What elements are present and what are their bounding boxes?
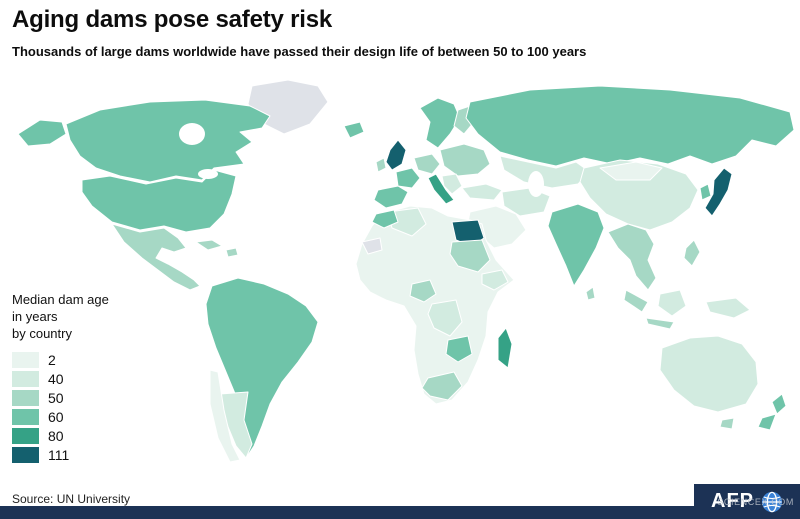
afp-logo: AFP — [694, 484, 800, 519]
legend-row: 80 — [12, 427, 109, 444]
legend-swatch — [12, 351, 39, 368]
legend-row: 50 — [12, 389, 109, 406]
region-uk — [385, 139, 407, 171]
region-russia — [465, 85, 795, 167]
region-sudan — [449, 239, 491, 273]
region-western-sahara — [361, 237, 383, 255]
region-sumatra — [623, 289, 649, 313]
legend-row: 40 — [12, 370, 109, 387]
source-text: Source: UN University — [12, 492, 131, 506]
region-turkey — [461, 183, 503, 201]
region-japan — [704, 167, 733, 217]
region-southeast-asia — [607, 223, 657, 291]
region-australia — [659, 335, 759, 413]
region-south-america — [205, 277, 319, 459]
region-ireland — [375, 157, 387, 173]
legend-swatch — [12, 389, 39, 406]
caspian-sea — [528, 171, 544, 197]
region-cuba — [195, 239, 223, 251]
region-morocco — [371, 209, 399, 229]
region-mongolia — [599, 161, 663, 181]
region-nigeria — [409, 279, 437, 303]
region-eastern-europe — [439, 143, 491, 177]
legend-label: 111 — [48, 446, 70, 463]
region-france — [395, 167, 421, 189]
region-korea — [699, 183, 712, 201]
page-title: Aging dams pose safety risk — [12, 6, 333, 33]
legend-row: 111 — [12, 446, 109, 463]
legend-swatch — [12, 408, 39, 425]
region-india — [547, 203, 605, 287]
region-usa — [81, 169, 237, 233]
region-ethiopia — [481, 269, 509, 291]
legend-rows: 2 40 50 60 80 111 — [12, 351, 109, 463]
page-subtitle: Thousands of large dams worldwide have p… — [12, 44, 587, 59]
region-tasmania — [719, 417, 735, 430]
region-iceland — [343, 121, 365, 139]
region-mexico-central-america — [111, 223, 201, 291]
region-alaska — [17, 119, 67, 147]
legend-label: 60 — [48, 408, 64, 425]
region-new-guinea — [705, 297, 751, 319]
legend-title: Median dam age in years by country — [12, 292, 109, 341]
world-map — [17, 79, 795, 463]
region-italy — [427, 173, 455, 205]
region-canada — [65, 99, 271, 183]
legend-label: 80 — [48, 427, 64, 444]
footer-bar — [0, 506, 800, 519]
legend-label: 2 — [48, 351, 56, 368]
region-sri-lanka — [585, 286, 596, 301]
region-philippines — [683, 239, 701, 267]
region-central-europe — [413, 153, 441, 175]
region-iberia — [373, 185, 409, 209]
great-lakes — [198, 169, 218, 179]
region-drc — [427, 299, 463, 337]
region-china — [579, 159, 699, 231]
region-zambia-zimbabwe — [445, 335, 473, 363]
region-borneo — [657, 289, 687, 317]
region-new-zealand-south — [757, 413, 777, 431]
region-balkans — [441, 173, 463, 195]
region-new-zealand-north — [771, 393, 787, 415]
region-south-africa — [421, 371, 463, 401]
legend-row: 60 — [12, 408, 109, 425]
afp-globe-icon — [761, 491, 783, 512]
watermark: SCIENCEX.COM — [717, 497, 794, 507]
region-scandinavia — [419, 97, 461, 149]
hudson-bay — [179, 123, 205, 145]
region-hispaniola — [225, 247, 239, 258]
legend-label: 50 — [48, 389, 64, 406]
afp-logo-text: AFP — [711, 490, 754, 512]
region-java — [645, 317, 675, 330]
region-madagascar — [497, 327, 513, 369]
legend-swatch — [12, 370, 39, 387]
legend: Median dam age in years by country 2 40 … — [12, 292, 109, 466]
legend-swatch — [12, 446, 39, 463]
legend-swatch — [12, 427, 39, 444]
legend-row: 2 — [12, 351, 109, 368]
legend-label: 40 — [48, 370, 64, 387]
region-chile — [209, 369, 241, 463]
